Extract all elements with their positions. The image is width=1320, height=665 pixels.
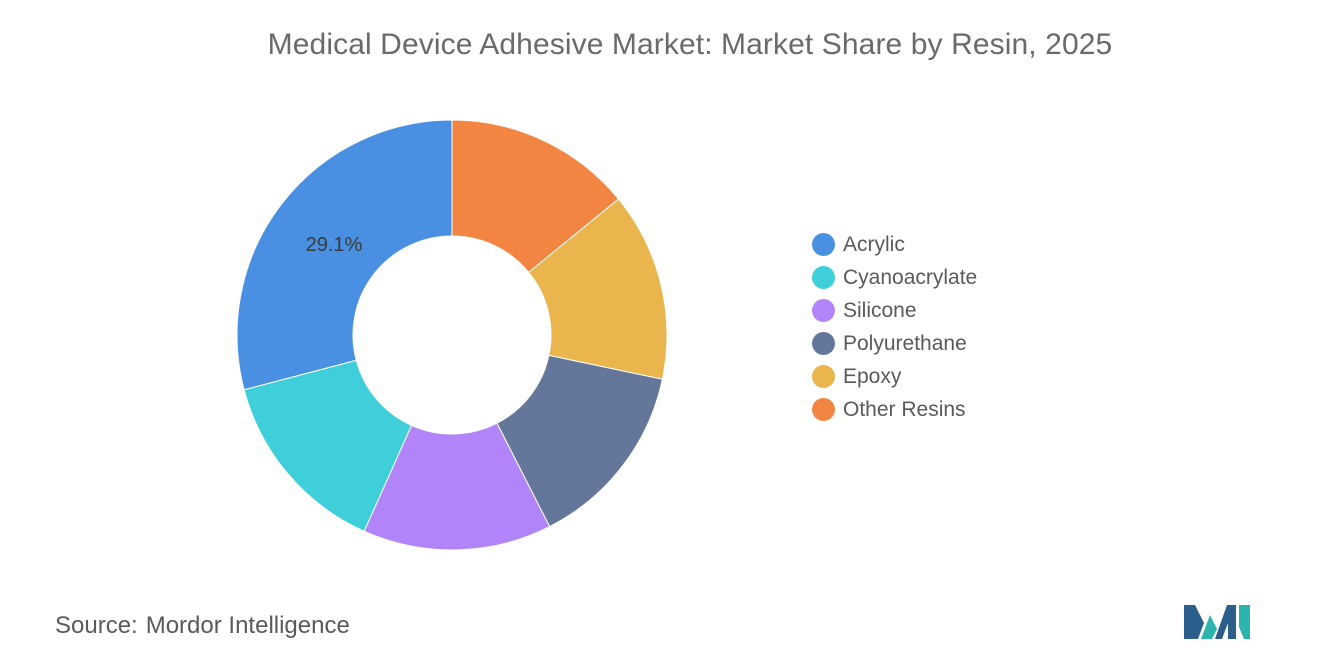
legend-label: Cyanoacrylate xyxy=(843,265,978,289)
legend-item-other-resins: Other Resins xyxy=(812,393,1072,426)
mordor-intelligence-logo-icon xyxy=(1184,605,1250,639)
slice-silicone xyxy=(363,422,551,551)
legend-label: Silicone xyxy=(843,298,917,322)
legend-item-epoxy: Epoxy xyxy=(812,360,1072,393)
legend-swatch-icon xyxy=(812,299,835,322)
slice-epoxy xyxy=(527,198,668,380)
legend-item-polyurethane: Polyurethane xyxy=(812,327,1072,360)
slice-cyanoacrylate xyxy=(243,359,413,532)
legend-swatch-icon xyxy=(812,332,835,355)
slice-other-resins xyxy=(451,119,620,274)
legend-item-silicone: Silicone xyxy=(812,294,1072,327)
legend-label: Acrylic xyxy=(843,232,905,256)
legend-label: Polyurethane xyxy=(843,331,967,355)
source-name: Mordor Intelligence xyxy=(145,612,350,639)
legend-label: Other Resins xyxy=(843,397,966,421)
source-prefix: Source: xyxy=(55,612,138,639)
legend-item-cyanoacrylate: Cyanoacrylate xyxy=(812,261,1072,294)
legend-swatch-icon xyxy=(812,233,835,256)
legend-label: Epoxy xyxy=(843,364,902,388)
slice-acrylic xyxy=(236,119,453,391)
legend-swatch-icon xyxy=(812,266,835,289)
legend-item-acrylic: Acrylic xyxy=(812,228,1072,261)
legend-swatch-icon xyxy=(812,365,835,388)
slice-polyurethane xyxy=(496,354,663,528)
data-label-acrylic: 29.1% xyxy=(306,234,363,256)
chart-title: Medical Device Adhesive Market: Market S… xyxy=(267,28,1113,61)
source-note: Source: Mordor Intelligence xyxy=(55,612,350,640)
chart-legend: Acrylic Cyanoacrylate Silicone Polyurethane… xyxy=(812,228,1072,426)
legend-swatch-icon xyxy=(812,398,835,421)
